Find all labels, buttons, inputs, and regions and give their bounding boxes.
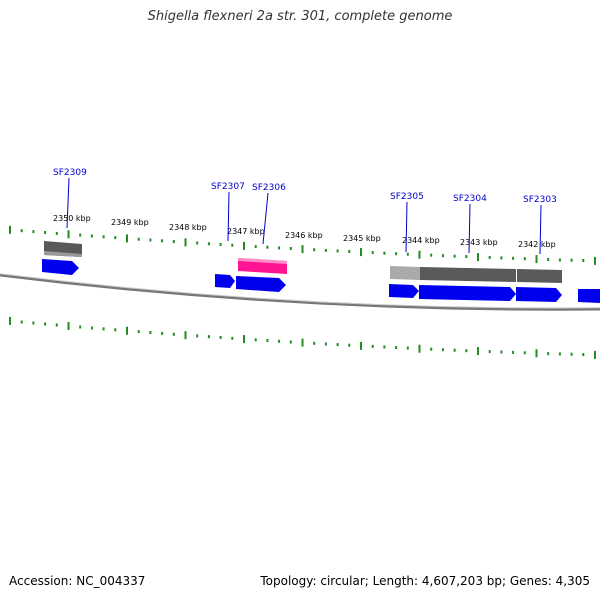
tick-label-2346: 2346 kbp	[285, 231, 323, 240]
tick-ring-inner	[9, 316, 596, 359]
gene-arrow-sf2305[interactable]	[389, 284, 419, 298]
tick-label-2347: 2347 kbp	[227, 227, 265, 236]
leader-sf2309	[66, 177, 70, 229]
gene-arrow-sf2303[interactable]	[516, 287, 562, 302]
gene-label-leaders	[66, 177, 542, 255]
tick-label-2345: 2345 kbp	[343, 234, 381, 243]
gene-arrows	[42, 259, 600, 303]
map-title: Shigella flexneri 2a str. 301, complete …	[147, 9, 453, 24]
genome-backbone	[0, 273, 600, 311]
tick-label-2343: 2343 kbp	[460, 238, 498, 247]
gene-arrow-edge[interactable]	[578, 289, 600, 303]
gene-arrow-b[interactable]	[236, 276, 286, 292]
tick-label-2348: 2348 kbp	[169, 223, 207, 232]
leader-sf2307	[227, 191, 230, 242]
leader-sf2306	[262, 192, 269, 245]
genome-summary-text: Topology: circular; Length: 4,607,203 bp…	[260, 574, 590, 588]
tick-label-2349: 2349 kbp	[111, 218, 149, 227]
tick-labels: 2350 kbp 2349 kbp 2348 kbp 2347 kbp 2346…	[53, 214, 556, 249]
gene-feature-grey-shade	[44, 251, 82, 257]
gene-arrow-sf2309[interactable]	[42, 259, 79, 275]
gene-label-sf2309[interactable]: SF2309	[53, 168, 87, 178]
gene-label-sf2304[interactable]: SF2304	[453, 194, 487, 204]
gene-feature-darkgrey-2[interactable]	[517, 269, 562, 283]
gene-features-outer	[44, 241, 562, 283]
leader-sf2305	[405, 201, 408, 253]
genome-backbone-highlight	[0, 273, 600, 309]
gene-feature-lightgrey[interactable]	[390, 266, 420, 280]
accession-text: Accession: NC_004337	[9, 574, 146, 588]
gene-label-sf2305[interactable]: SF2305	[390, 192, 424, 202]
leader-sf2303	[539, 204, 542, 255]
leader-sf2304	[468, 203, 471, 254]
gene-labels: SF2309 SF2307 SF2306 SF2305 SF2304 SF230…	[53, 168, 557, 205]
gene-label-sf2307[interactable]: SF2307	[211, 182, 245, 192]
gene-feature-pink-shade	[238, 258, 287, 264]
gene-feature-darkgrey[interactable]	[420, 267, 516, 282]
tick-ring-outer	[9, 225, 596, 265]
tick-label-2342: 2342 kbp	[518, 240, 556, 249]
gene-label-sf2306[interactable]: SF2306	[252, 183, 286, 193]
gene-arrow-a[interactable]	[215, 274, 235, 288]
gene-label-sf2303[interactable]: SF2303	[523, 195, 557, 205]
tick-label-2344: 2344 kbp	[402, 236, 440, 245]
gene-arrow-sf2304[interactable]	[419, 285, 516, 301]
tick-label-2350: 2350 kbp	[53, 214, 91, 223]
